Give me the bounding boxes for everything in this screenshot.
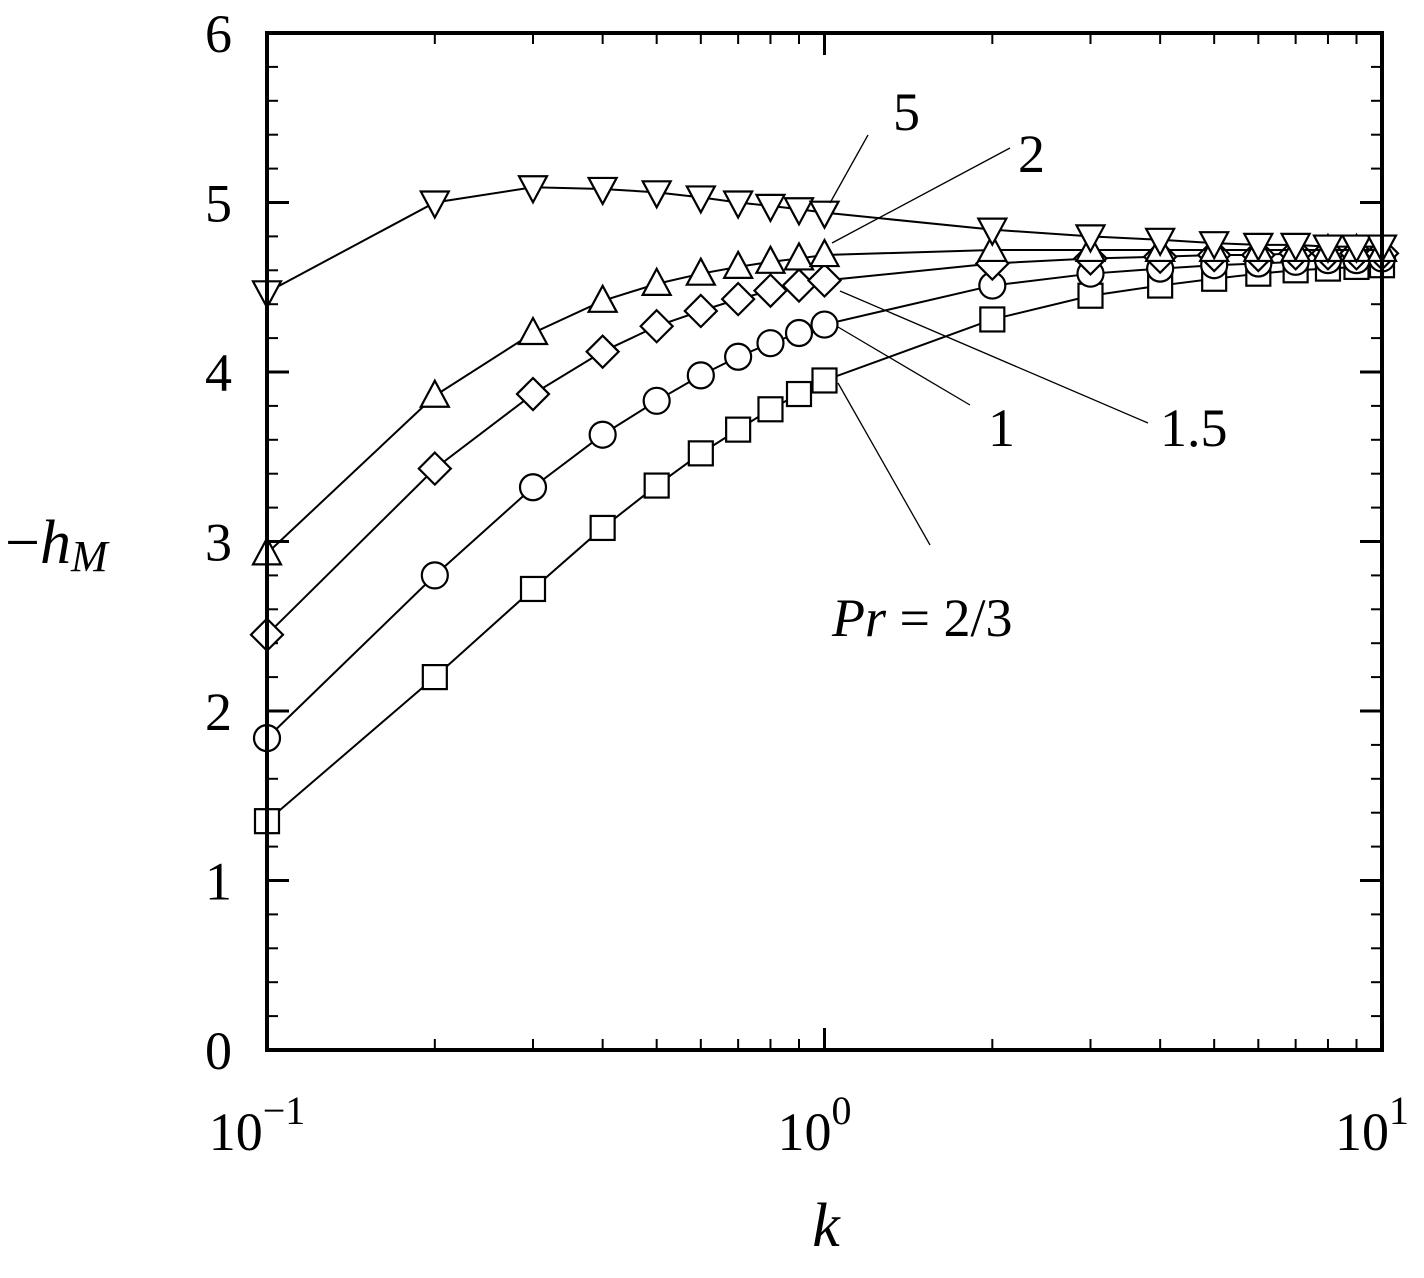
y-tick-label: 0 <box>205 1021 232 1081</box>
data-point-triangle-up <box>808 237 841 268</box>
data-point-triangle-down <box>1144 227 1176 258</box>
leader-line-1-5 <box>839 290 1149 424</box>
data-point-square <box>725 416 752 443</box>
data-point-square <box>519 575 547 603</box>
data-point-triangle-down <box>976 217 1009 247</box>
data-point-triangle-down <box>1074 224 1107 254</box>
data-point-triangle-down <box>418 190 451 220</box>
data-point-triangle-down <box>1242 232 1275 263</box>
x-tick-label: 101 <box>1335 1088 1409 1162</box>
data-point-diamond <box>585 334 621 370</box>
y-tick-label: 3 <box>205 513 232 573</box>
data-point-square <box>589 514 616 542</box>
x-tick-label: 100 <box>778 1088 852 1162</box>
y-tick-label: 6 <box>205 4 232 64</box>
data-point-square <box>757 396 784 423</box>
data-point-triangle-down <box>640 180 673 210</box>
leader-line-2 <box>831 147 1011 244</box>
data-point-triangle-up <box>754 244 787 274</box>
data-point-triangle-down <box>722 190 754 220</box>
series-label-5: 5 <box>893 82 920 142</box>
leader-line-5 <box>829 134 869 204</box>
series-line-square <box>266 264 1383 822</box>
series-label-2: 2 <box>1018 124 1045 184</box>
x-tick-label: 10−1 <box>209 1088 306 1162</box>
data-point-diamond <box>806 262 843 299</box>
data-point-triangle-up <box>517 315 549 346</box>
data-point-triangle-up <box>586 283 619 313</box>
data-point-triangle-down <box>1279 232 1312 263</box>
data-point-triangle-down <box>517 175 549 205</box>
series-label-1-5: 1.5 <box>1160 398 1228 458</box>
series-circle <box>252 244 1397 753</box>
series-label-1: 1 <box>988 398 1015 458</box>
data-point-diamond <box>720 281 756 317</box>
y-tick-label: 1 <box>205 852 232 912</box>
data-point-diamond <box>417 451 453 487</box>
data-point-triangle-up <box>783 241 815 271</box>
data-point-circle <box>756 329 785 358</box>
series-square <box>253 252 1396 835</box>
data-point-square <box>687 440 714 467</box>
data-point-circle <box>810 310 839 339</box>
data-point-triangle-down <box>808 200 841 230</box>
series-layer <box>249 175 1400 835</box>
data-point-triangle-up <box>640 266 673 296</box>
x-axis-label: k <box>812 1192 841 1260</box>
data-point-triangle-up <box>418 378 451 408</box>
leader-line-pr-2-3 <box>837 382 931 546</box>
data-point-triangle-up <box>722 249 754 280</box>
data-point-diamond <box>781 267 817 304</box>
data-point-square <box>811 367 838 394</box>
data-point-circle <box>724 342 753 371</box>
y-tick-label: 5 <box>205 174 232 234</box>
data-point-circle <box>686 361 715 390</box>
data-point-triangle-up <box>684 256 717 286</box>
data-point-circle <box>642 386 671 415</box>
data-point-square <box>979 306 1006 333</box>
ticks-layer: 0 1 2 3 4 5 6 10−1 100 101 <box>205 4 1409 1162</box>
data-point-triangle-down <box>1340 234 1373 264</box>
data-point-circle <box>518 473 548 502</box>
data-point-triangle-down <box>586 176 619 207</box>
data-point-square <box>785 380 813 408</box>
annotation-layer: Pr = 2/3 1 1.5 2 5 <box>829 82 1228 648</box>
data-point-diamond <box>683 293 719 329</box>
data-point-triangle-down <box>754 193 787 224</box>
y-tick-label: 4 <box>205 343 232 403</box>
data-point-triangle-down <box>1198 231 1231 261</box>
data-point-circle <box>588 420 617 449</box>
data-point-circle <box>784 318 814 348</box>
leader-line-1 <box>837 326 971 406</box>
data-point-circle <box>420 561 449 590</box>
data-point-diamond <box>515 376 551 412</box>
data-point-triangle-up <box>976 232 1009 263</box>
data-point-diamond <box>639 308 675 344</box>
data-point-square <box>421 663 448 691</box>
y-tick-label: 2 <box>205 682 232 742</box>
data-point-square <box>643 472 670 499</box>
data-point-triangle-down <box>684 185 717 215</box>
plot-frame <box>265 31 1384 1052</box>
y-axis-label: −hM <box>5 509 110 581</box>
data-point-triangle-down <box>1312 234 1344 264</box>
series-label-pr-2-3: Pr = 2/3 <box>831 588 1012 648</box>
data-point-triangle-down <box>783 197 815 227</box>
data-point-diamond <box>752 273 789 309</box>
